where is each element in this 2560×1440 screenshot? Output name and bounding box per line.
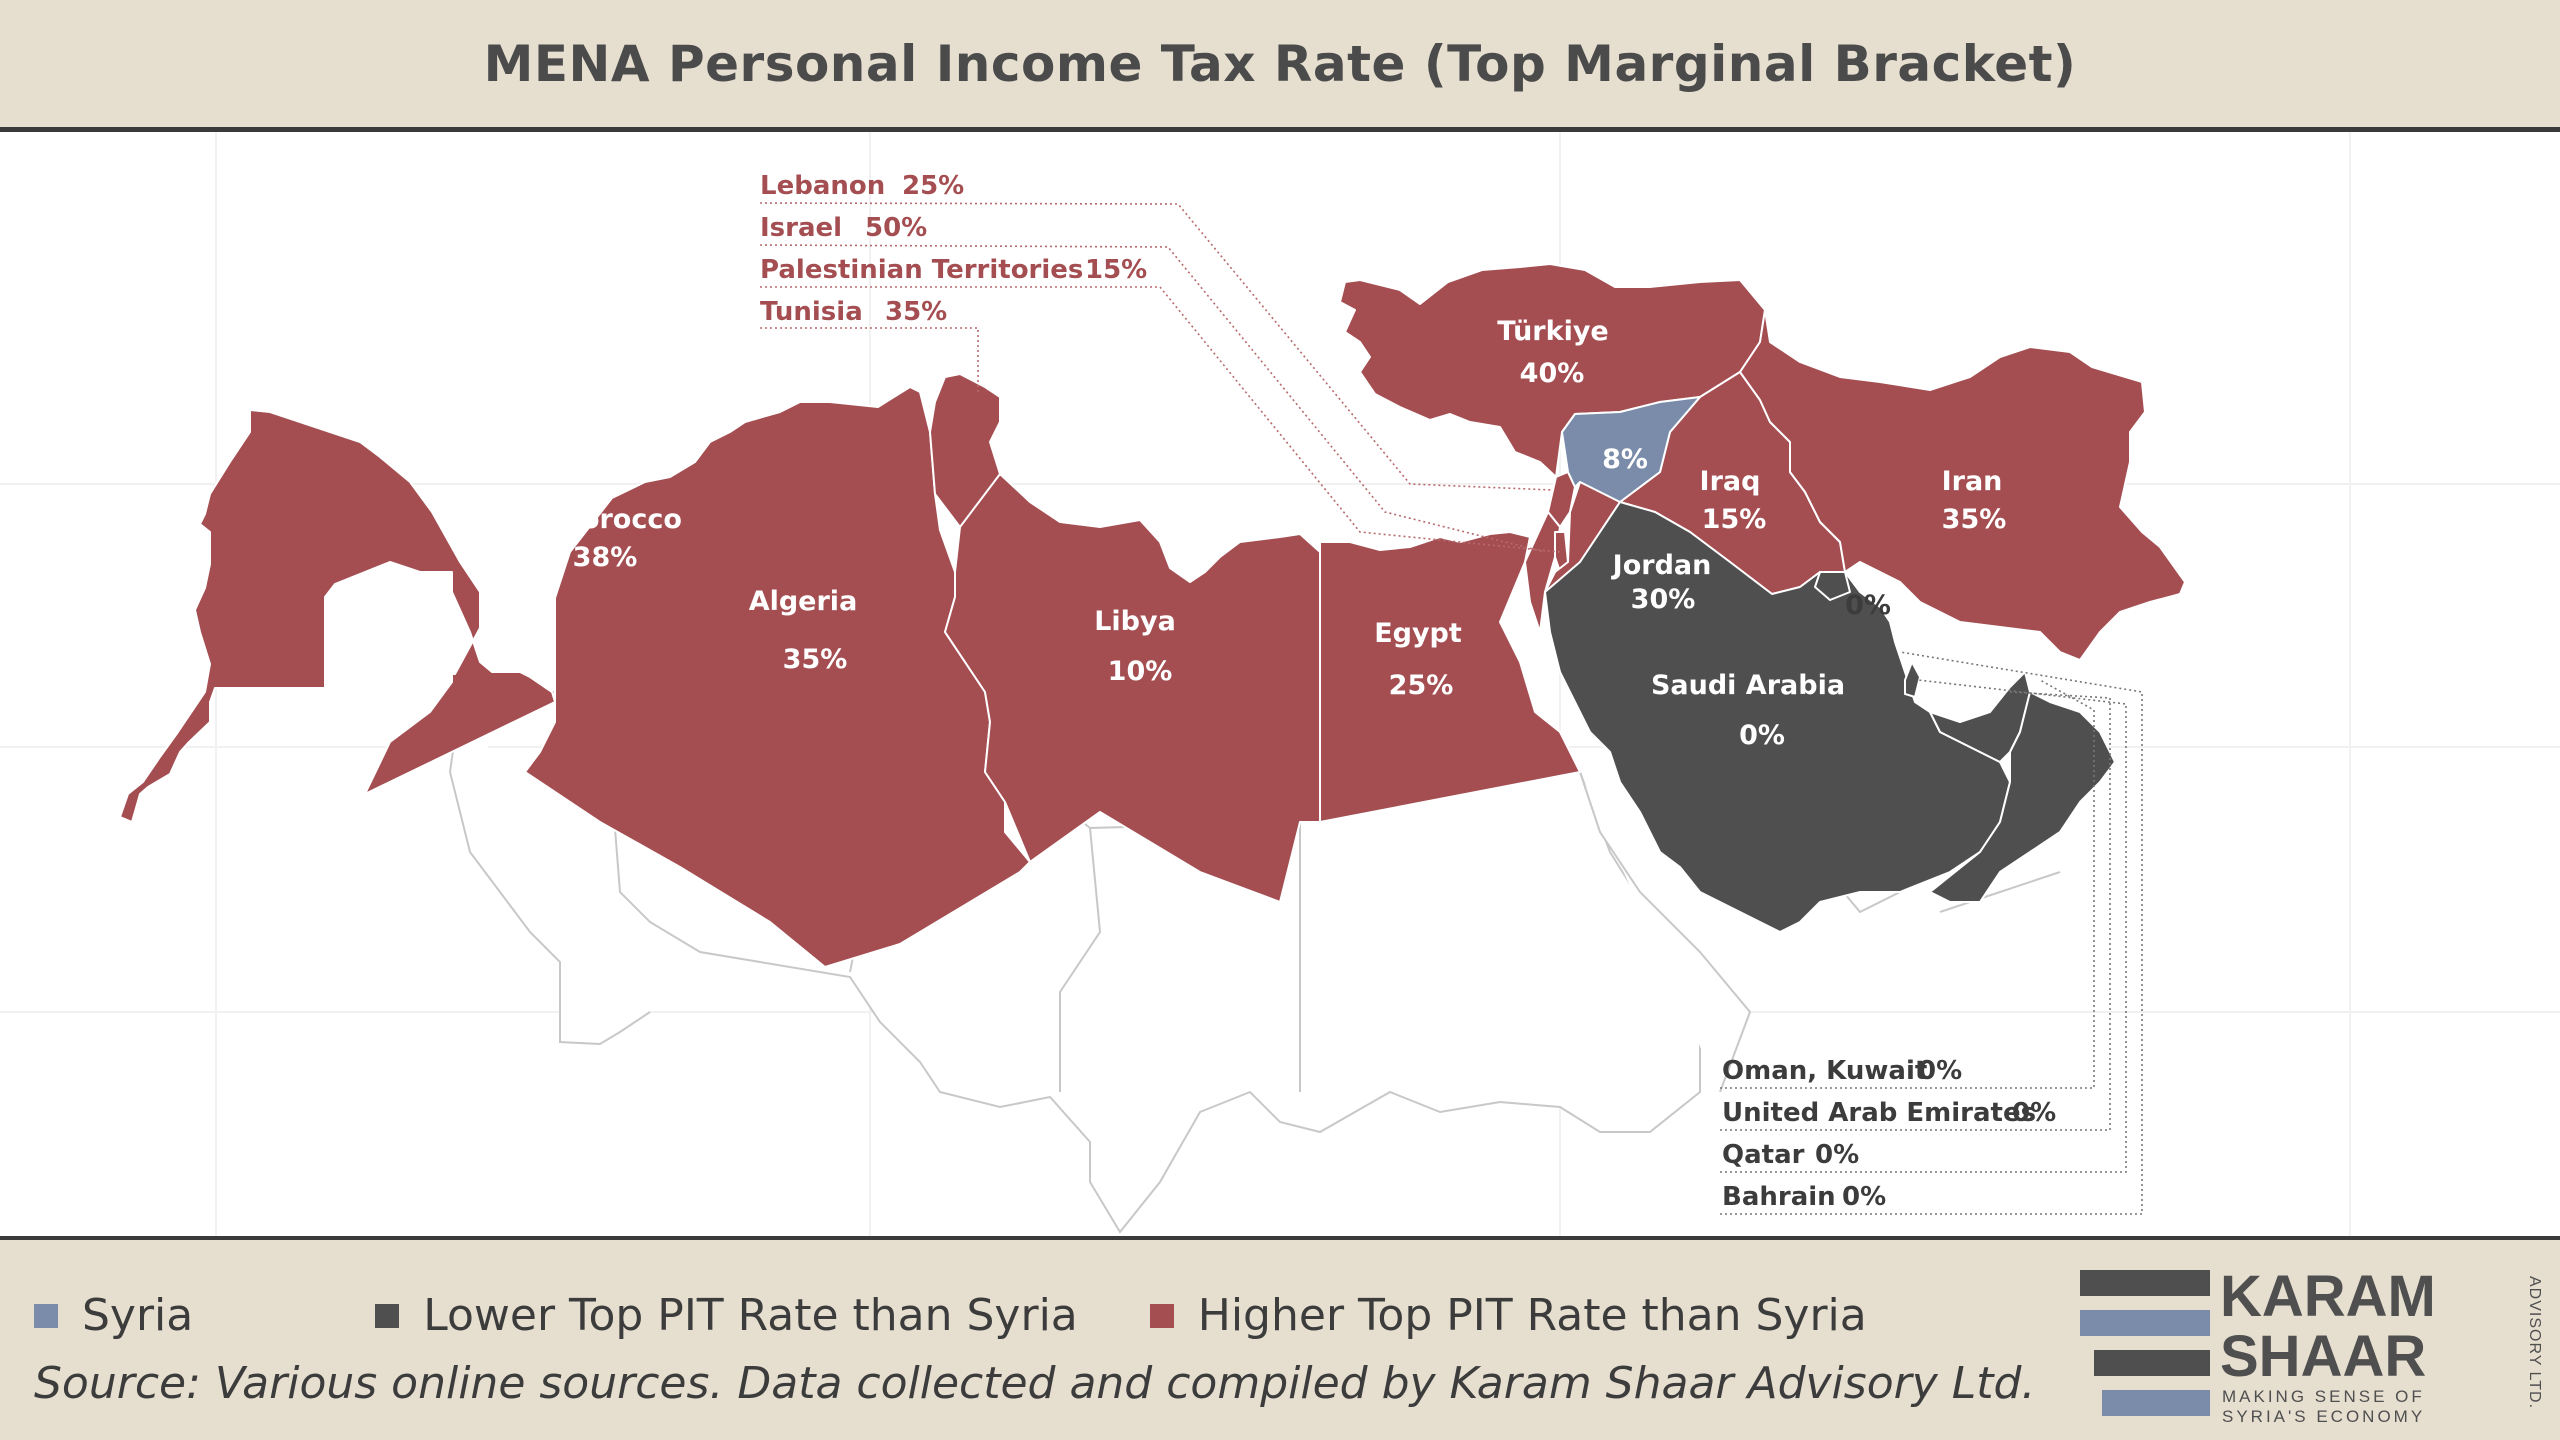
logo-bar-3 bbox=[2094, 1350, 2210, 1376]
label-morocco-rate: 38% bbox=[573, 542, 638, 573]
country-oman[interactable] bbox=[1929, 691, 2116, 903]
legend-item-syria: Syria bbox=[34, 1290, 193, 1341]
label-iran-rate: 35% bbox=[1942, 504, 2007, 535]
label-jordan-name: Jordan bbox=[1611, 550, 1712, 581]
label-turkiye-name: Türkiye bbox=[1497, 316, 1609, 347]
label-algeria-name: Algeria bbox=[749, 586, 858, 617]
label-turkiye-rate: 40% bbox=[1520, 358, 1585, 389]
logo-tagline-2: SYRIA'S ECONOMY bbox=[2222, 1407, 2425, 1426]
bottom-callouts: Oman, Kuwait 0% United Arab Emirates 0% … bbox=[1722, 1056, 2056, 1212]
callout-tunisia-name: Tunisia bbox=[760, 297, 863, 327]
label-syria-rate: 8% bbox=[1602, 444, 1648, 475]
country-morocco[interactable] bbox=[119, 409, 556, 823]
label-egypt-name: Egypt bbox=[1374, 618, 1462, 649]
country-labels: Morocco 38% Algeria 35% Libya 10% Egypt … bbox=[554, 316, 2006, 751]
label-jordan-rate: 30% bbox=[1631, 584, 1696, 615]
callout-bahrain-rate: 0% bbox=[1842, 1182, 1886, 1212]
country-egypt[interactable] bbox=[1319, 531, 1581, 823]
callout-oman-kuwait-name: Oman, Kuwait bbox=[1722, 1056, 1927, 1086]
callout-israel-rate: 50% bbox=[865, 213, 927, 243]
callout-palestine-rate: 15% bbox=[1085, 255, 1147, 285]
callout-tunisia-rate: 35% bbox=[885, 297, 947, 327]
logo-tagline-1: MAKING SENSE OF bbox=[2222, 1387, 2425, 1406]
karam-shaar-logo: KARAM SHAAR MAKING SENSE OF SYRIA'S ECON… bbox=[2080, 1270, 2543, 1426]
callout-uae-name: United Arab Emirates bbox=[1722, 1098, 2036, 1128]
logo-text-shaar: SHAAR bbox=[2220, 1324, 2426, 1389]
label-iran-name: Iran bbox=[1942, 466, 2003, 497]
legend-swatch-higher bbox=[1149, 1303, 1174, 1328]
logo-bar-4 bbox=[2102, 1390, 2210, 1416]
label-iraq-rate: 15% bbox=[1702, 504, 1767, 535]
label-iraq-name: Iraq bbox=[1700, 466, 1761, 497]
country-kuwait[interactable] bbox=[1814, 571, 1851, 601]
callout-qatar-name: Qatar bbox=[1722, 1140, 1805, 1170]
logo-text-karam: KARAM bbox=[2220, 1270, 2436, 1329]
title-bar: MENA Personal Income Tax Rate (Top Margi… bbox=[0, 0, 2560, 132]
logo-bar-1 bbox=[2080, 1270, 2210, 1296]
legend-item-lower: Lower Top PIT Rate than Syria bbox=[375, 1290, 1078, 1341]
top-callouts: Lebanon 25% Israel 50% Palestinian Terri… bbox=[760, 171, 1147, 327]
callout-lebanon-rate: 25% bbox=[902, 171, 964, 201]
label-algeria-rate: 35% bbox=[783, 644, 848, 675]
legend-swatch-lower bbox=[375, 1303, 400, 1328]
footer: Syria Lower Top PIT Rate than Syria High… bbox=[0, 1236, 2560, 1440]
callout-lebanon-name: Lebanon bbox=[760, 171, 885, 201]
label-egypt-rate: 25% bbox=[1389, 670, 1454, 701]
label-kuwait-rate: 0% bbox=[1845, 590, 1891, 621]
mena-map: Morocco 38% Algeria 35% Libya 10% Egypt … bbox=[0, 132, 2560, 1236]
legend-label-lower: Lower Top PIT Rate than Syria bbox=[423, 1290, 1078, 1341]
page-title: MENA Personal Income Tax Rate (Top Margi… bbox=[483, 34, 2077, 93]
country-iran[interactable] bbox=[1739, 309, 2186, 661]
legend-label-higher: Higher Top PIT Rate than Syria bbox=[1197, 1290, 1867, 1341]
legend-item-higher: Higher Top PIT Rate than Syria bbox=[1149, 1290, 1867, 1341]
bottom-callout-leaders bbox=[1720, 651, 2143, 1215]
logo-bar-2 bbox=[2080, 1310, 2210, 1336]
legend: Syria Lower Top PIT Rate than Syria High… bbox=[34, 1290, 1939, 1341]
country-syria[interactable] bbox=[1561, 396, 1701, 503]
country-qatar[interactable] bbox=[1904, 661, 1921, 698]
label-saudi-name: Saudi Arabia bbox=[1651, 670, 1845, 701]
label-libya-rate: 10% bbox=[1108, 656, 1173, 687]
label-saudi-rate: 0% bbox=[1739, 720, 1785, 751]
legend-swatch-syria bbox=[34, 1303, 58, 1328]
callout-oman-kuwait-rate: 0% bbox=[1918, 1056, 1962, 1086]
callout-uae-rate: 0% bbox=[2012, 1098, 2056, 1128]
callout-israel-name: Israel bbox=[760, 213, 842, 243]
source-note: Source: Various online sources. Data col… bbox=[34, 1358, 2036, 1409]
lower-rate-countries bbox=[1544, 501, 2116, 933]
callout-qatar-rate: 0% bbox=[1815, 1140, 1859, 1170]
top-callout-leaders bbox=[759, 202, 1561, 553]
callout-palestine-name: Palestinian Territories bbox=[760, 255, 1083, 285]
label-libya-name: Libya bbox=[1094, 606, 1176, 637]
higher-rate-countries bbox=[119, 263, 2186, 968]
legend-label-syria: Syria bbox=[82, 1290, 194, 1341]
callout-bahrain-name: Bahrain bbox=[1722, 1182, 1836, 1212]
logo-side-text: ADVISORY LTD. bbox=[2526, 1276, 2543, 1409]
label-morocco-name: Morocco bbox=[554, 504, 682, 535]
